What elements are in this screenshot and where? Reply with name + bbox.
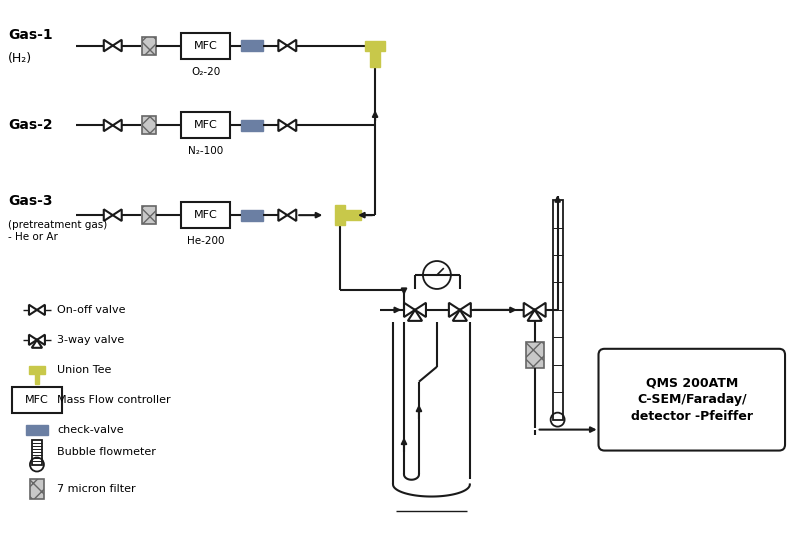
FancyBboxPatch shape (26, 425, 48, 435)
Polygon shape (335, 205, 345, 225)
Text: N₂-100: N₂-100 (188, 146, 223, 156)
Text: MFC: MFC (194, 40, 217, 51)
Polygon shape (365, 40, 385, 51)
Text: Gas-1: Gas-1 (8, 28, 53, 41)
FancyBboxPatch shape (142, 37, 156, 55)
Text: QMS 200ATM
C-SEM/Faraday/
detector -Pfeiffer: QMS 200ATM C-SEM/Faraday/ detector -Pfei… (631, 376, 753, 423)
Text: (pretreatment gas): (pretreatment gas) (8, 220, 107, 230)
Text: MFC: MFC (194, 120, 217, 130)
Text: Bubble flowmeter: Bubble flowmeter (57, 447, 156, 456)
FancyBboxPatch shape (552, 200, 563, 420)
Text: Gas-2: Gas-2 (8, 118, 53, 132)
FancyBboxPatch shape (181, 202, 230, 228)
FancyBboxPatch shape (32, 440, 42, 465)
FancyBboxPatch shape (242, 210, 264, 221)
Text: MFC: MFC (194, 210, 217, 220)
Text: - He or Ar: - He or Ar (8, 232, 58, 242)
Text: (H₂): (H₂) (8, 51, 32, 64)
Text: Union Tee: Union Tee (57, 365, 111, 375)
Text: 7 micron filter: 7 micron filter (57, 484, 135, 495)
FancyBboxPatch shape (242, 120, 264, 131)
FancyBboxPatch shape (12, 387, 62, 413)
Text: Mass Flow controller: Mass Flow controller (57, 395, 170, 405)
Polygon shape (370, 51, 380, 67)
FancyBboxPatch shape (142, 206, 156, 224)
Polygon shape (35, 374, 39, 384)
Text: O₂-20: O₂-20 (191, 67, 220, 76)
Text: MFC: MFC (25, 395, 49, 405)
FancyBboxPatch shape (599, 349, 785, 450)
Text: On-off valve: On-off valve (57, 305, 126, 315)
Polygon shape (345, 210, 361, 220)
FancyBboxPatch shape (142, 116, 156, 134)
FancyBboxPatch shape (181, 112, 230, 138)
FancyBboxPatch shape (30, 479, 44, 500)
FancyBboxPatch shape (181, 33, 230, 58)
Text: Gas-3: Gas-3 (8, 194, 53, 208)
Polygon shape (29, 366, 45, 374)
FancyBboxPatch shape (526, 342, 543, 368)
Text: check-valve: check-valve (57, 425, 123, 435)
Text: 3-way valve: 3-way valve (57, 335, 124, 345)
Text: He-200: He-200 (187, 236, 225, 246)
FancyBboxPatch shape (242, 40, 264, 51)
